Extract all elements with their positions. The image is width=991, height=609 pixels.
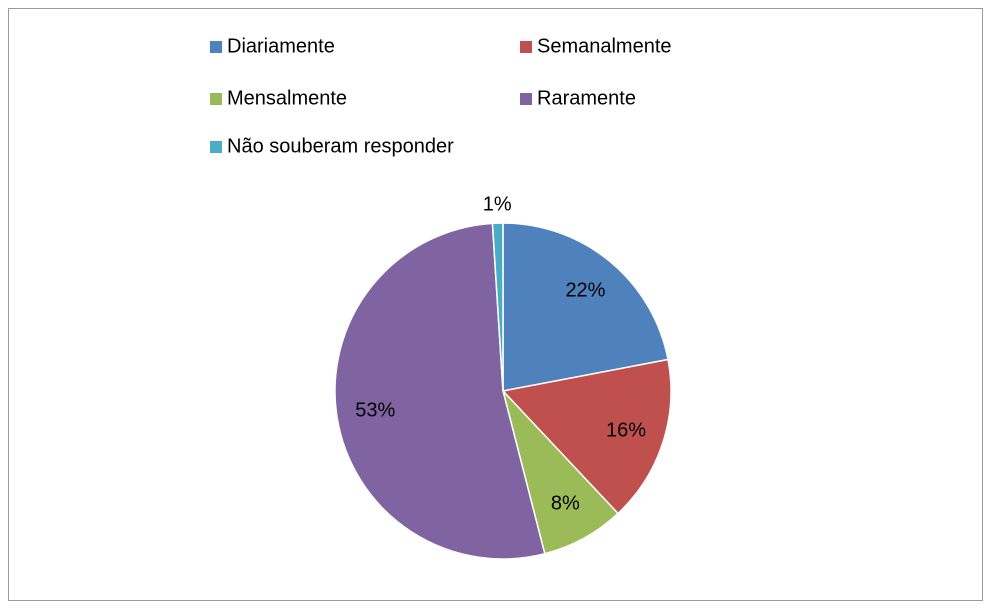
- legend-label: Diariamente: [227, 35, 335, 57]
- pie-slice: [491, 222, 504, 392]
- legend-label: Não souberam responder: [227, 135, 454, 157]
- legend-label: Raramente: [537, 87, 636, 109]
- pie-slice: [334, 222, 546, 560]
- legend-swatch: [520, 41, 532, 53]
- legend-swatch: [210, 93, 222, 105]
- legend-swatch: [210, 41, 222, 53]
- data-label: 53%: [355, 400, 395, 422]
- legend-label: Semanalmente: [537, 35, 672, 57]
- legend-swatch: [520, 93, 532, 105]
- legend-label: Mensalmente: [227, 87, 347, 109]
- data-label: 22%: [565, 280, 605, 302]
- pie-slice: [502, 222, 669, 392]
- pie-slice: [501, 358, 672, 515]
- data-label: 1%: [483, 193, 512, 215]
- data-label: 8%: [551, 493, 580, 515]
- data-label: 16%: [606, 419, 646, 441]
- legend-swatch: [210, 141, 222, 153]
